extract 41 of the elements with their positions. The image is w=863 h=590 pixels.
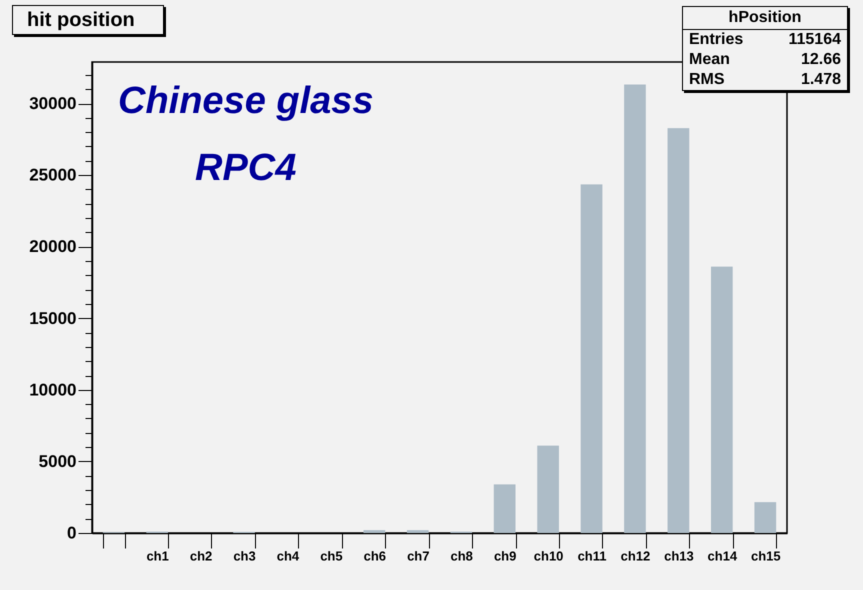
annotation: RPC4	[195, 147, 296, 190]
x-tick-label: ch5	[320, 548, 343, 564]
bar	[363, 530, 386, 533]
annotation: Mean	[689, 50, 730, 70]
x-tick-label: ch15	[750, 548, 781, 564]
bar	[668, 128, 690, 533]
bar	[494, 484, 516, 533]
x-tick-label: ch11	[578, 548, 606, 564]
y-tick-label: 20000	[29, 237, 76, 256]
bar	[406, 530, 429, 533]
y-tick-label: 30000	[29, 94, 76, 114]
bar	[537, 446, 559, 533]
y-tick-label: 10000	[29, 380, 76, 400]
bar	[624, 84, 646, 533]
y-tick-label: 15000	[29, 308, 76, 328]
annotation: Chinese glass	[118, 80, 374, 123]
x-tick-label: ch14	[708, 548, 738, 564]
x-tick-label: ch3	[233, 548, 256, 564]
y-tick-label: 0	[67, 524, 76, 542]
x-tick-label: ch10	[534, 548, 564, 564]
y-tick-label: 5000	[38, 452, 76, 471]
x-tick-label: ch8	[450, 548, 473, 564]
x-tick-label: ch6	[364, 548, 386, 564]
x-tick-label: ch4	[276, 548, 300, 564]
x-tick-label: ch1	[146, 548, 169, 564]
chart-title: hit position	[12, 5, 164, 35]
bar	[580, 184, 602, 533]
annotation: RMS	[689, 70, 725, 90]
bar	[710, 266, 733, 533]
bar	[754, 502, 776, 533]
x-tick-label: ch7	[407, 548, 430, 564]
y-tick-label: 25000	[29, 166, 76, 185]
x-tick-label: ch2	[190, 548, 212, 564]
x-tick-label: ch12	[620, 548, 650, 564]
x-tick-label: ch13	[664, 548, 694, 564]
text: Entries	[689, 30, 744, 50]
text: 1.478	[800, 70, 841, 90]
x-tick-label: ch9	[494, 548, 516, 564]
text: 115164	[788, 30, 841, 50]
text: 12.66	[800, 50, 841, 70]
text: hPosition	[683, 7, 847, 30]
